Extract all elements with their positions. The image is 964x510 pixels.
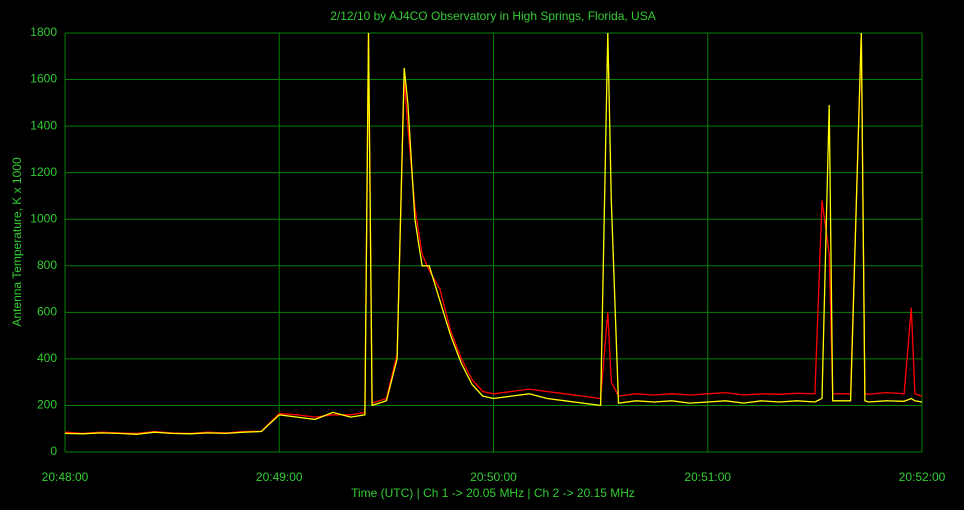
y-tick-label: 1400: [30, 118, 57, 132]
series-line: [64, 32, 923, 435]
y-tick-label: 1200: [30, 165, 57, 179]
y-tick-label: 600: [37, 305, 57, 319]
y-tick-label: 800: [37, 258, 57, 272]
y-tick-label: 200: [37, 398, 57, 412]
y-tick-label: 1000: [30, 211, 57, 225]
y-axis-label: Antenna Temperature, K x 1000: [10, 157, 24, 327]
y-tick-label: 400: [37, 351, 57, 365]
y-tick-label: 0: [50, 444, 57, 458]
x-tick-label: 20:52:00: [899, 470, 946, 484]
x-tick-label: 20:50:00: [470, 470, 517, 484]
x-tick-label: 20:49:00: [256, 470, 303, 484]
chart-title: 2/12/10 by AJ4CO Observatory in High Spr…: [330, 9, 655, 23]
y-tick-label: 1600: [30, 72, 57, 86]
x-tick-label: 20:51:00: [684, 470, 731, 484]
x-tick-label: 20:48:00: [42, 470, 89, 484]
y-tick-label: 1800: [30, 25, 57, 39]
x-axis-label: Time (UTC) | Ch 1 -> 20.05 MHz | Ch 2 ->…: [351, 486, 635, 500]
